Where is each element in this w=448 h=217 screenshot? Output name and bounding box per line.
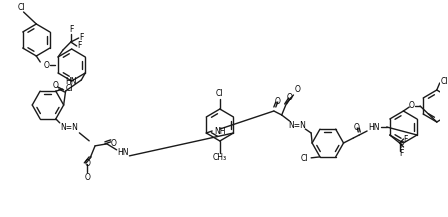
Text: O: O bbox=[43, 61, 49, 69]
Text: F: F bbox=[78, 41, 82, 51]
Text: O: O bbox=[353, 123, 359, 132]
Text: Cl: Cl bbox=[301, 154, 308, 163]
Text: Cl: Cl bbox=[18, 3, 26, 12]
Text: F: F bbox=[400, 140, 404, 150]
Text: Cl: Cl bbox=[65, 84, 73, 93]
Text: F: F bbox=[403, 135, 408, 143]
Text: NH: NH bbox=[214, 127, 226, 135]
Text: F: F bbox=[69, 26, 74, 35]
Text: F: F bbox=[79, 33, 84, 43]
Text: F: F bbox=[400, 148, 404, 158]
Text: O: O bbox=[111, 139, 116, 148]
Text: HN: HN bbox=[117, 148, 128, 157]
Text: O: O bbox=[287, 92, 293, 102]
Text: HN: HN bbox=[65, 77, 77, 87]
Text: O: O bbox=[294, 85, 300, 94]
Text: Cl: Cl bbox=[216, 89, 224, 97]
Text: Cl: Cl bbox=[441, 77, 448, 87]
Text: N=N: N=N bbox=[60, 123, 78, 132]
Text: O: O bbox=[84, 159, 90, 168]
Text: HN: HN bbox=[368, 123, 380, 133]
Text: O: O bbox=[408, 102, 414, 110]
Text: O: O bbox=[53, 82, 59, 90]
Text: N=N: N=N bbox=[289, 120, 306, 130]
Text: CH₃: CH₃ bbox=[213, 153, 227, 163]
Text: O: O bbox=[84, 173, 90, 182]
Text: O: O bbox=[275, 97, 281, 105]
